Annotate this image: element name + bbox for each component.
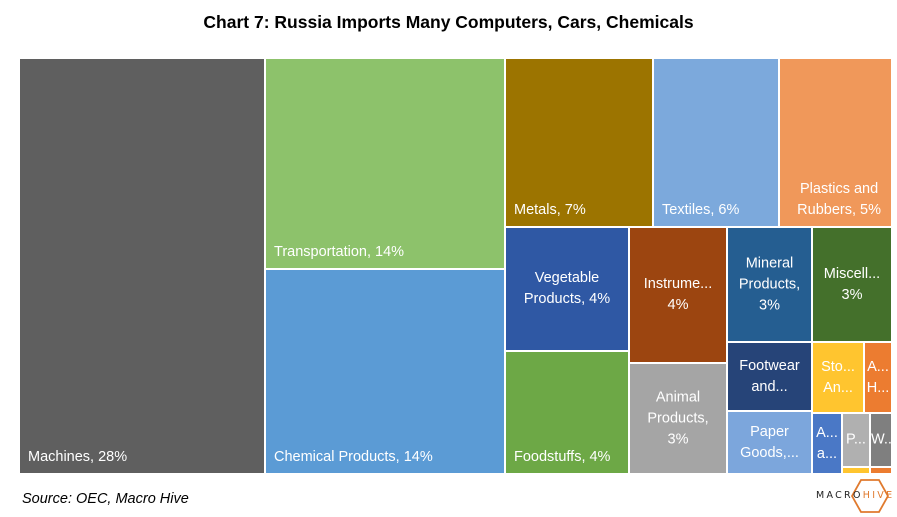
tile-label: A... a... (816, 424, 838, 462)
tile-label: Sto... An... (821, 358, 855, 396)
treemap-tile: Sto... An... (813, 343, 863, 412)
logo-wordmark: MACROHIVE (816, 490, 894, 501)
hexagon-icon (851, 479, 889, 513)
treemap-tile: Transportation, 14% (266, 59, 504, 268)
treemap-tile: A... a... (813, 414, 841, 473)
tile-label: Footwear and... (739, 357, 800, 395)
tile-label: Vegetable Products, 4% (523, 270, 611, 307)
source-note: Source: OEC, Macro Hive (22, 491, 189, 507)
treemap-tile: Vegetable Products, 4% (506, 228, 628, 350)
treemap-tile: Paper Goods,... (728, 412, 811, 473)
tile-label: Miscell... 3% (823, 265, 881, 303)
treemap-tile: W... (871, 414, 896, 466)
treemap-tile: Animal Products, 3% (630, 364, 726, 473)
treemap-tile-sliver (871, 468, 891, 473)
treemap-tile: Textiles, 6% (654, 59, 778, 226)
logo-word-hive: HIVE (862, 490, 895, 501)
tile-label: Chemical Products, 14% (274, 449, 433, 465)
tile-label: Paper Goods,... (740, 423, 799, 461)
tile-label: Machines, 28% (28, 449, 128, 465)
treemap-tile: Miscell... 3% (813, 228, 891, 341)
treemap-tile-sliver (843, 468, 869, 473)
tile-label: P... (846, 431, 866, 448)
tile-label: Mineral Products, 3% (738, 255, 801, 313)
treemap-tile: Plastics and Rubbers, 5% (780, 59, 891, 226)
macro-hive-logo: MACROHIVE (812, 478, 892, 514)
tile-label: Animal Products, 3% (647, 389, 709, 447)
treemap-tile: Instrume... 4% (630, 228, 726, 362)
tile-label: Plastics and Rubbers, 5% (797, 181, 881, 218)
tile-label: Metals, 7% (514, 202, 586, 218)
treemap-tile: A... H... (865, 343, 891, 412)
treemap-tile: Chemical Products, 14% (266, 270, 504, 473)
tile-label: Foodstuffs, 4% (514, 449, 611, 465)
treemap-tile: Foodstuffs, 4% (506, 352, 628, 473)
tile-label: A... H... (866, 358, 890, 396)
treemap-tile: Metals, 7% (506, 59, 652, 226)
treemap-tile: Footwear and... (728, 343, 811, 410)
chart-title: Chart 7: Russia Imports Many Computers, … (203, 12, 694, 32)
treemap-tile: Machines, 28% (20, 59, 264, 473)
tile-label: Transportation, 14% (274, 244, 405, 260)
treemap-tile: Mineral Products, 3% (728, 228, 811, 341)
tile-label: Textiles, 6% (662, 202, 740, 218)
logo-word-macro: MACRO (816, 490, 863, 501)
treemap-tile: P... (843, 414, 869, 466)
tile-label: W... (871, 431, 896, 448)
tile-label: Instrume... 4% (643, 276, 713, 313)
